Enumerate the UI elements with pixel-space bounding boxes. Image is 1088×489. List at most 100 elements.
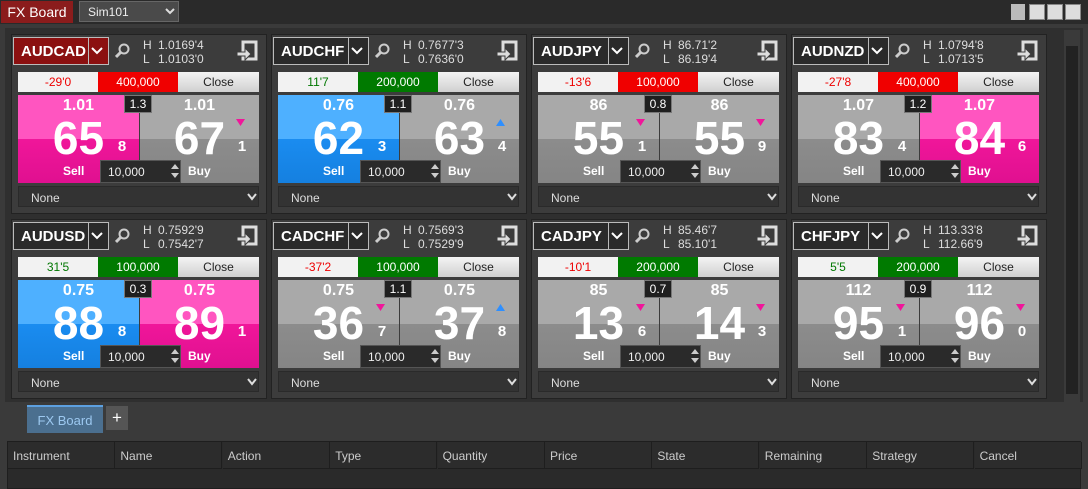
dropdown-arrow [871, 46, 883, 56]
account-select[interactable]: Sim101 [79, 1, 179, 22]
instrument-select[interactable]: AUDUSD [13, 222, 109, 250]
minimize-button[interactable] [1029, 4, 1045, 20]
close-button[interactable]: Close [958, 72, 1039, 92]
buy-pips: 96 [953, 297, 1006, 349]
quantity-box[interactable] [100, 160, 181, 183]
instrument-select[interactable]: AUDNZD [793, 37, 889, 65]
tab[interactable]: FX Board [27, 405, 103, 433]
strategy-select[interactable]: None [798, 186, 1039, 207]
column-header[interactable]: Price [545, 442, 652, 469]
low-price: 1.0713'5 [938, 52, 984, 66]
buy-big-figure: 0.75 [183, 282, 216, 299]
buy-label[interactable]: Buy [448, 349, 471, 363]
quantity-box[interactable] [620, 345, 701, 368]
column-header[interactable]: Name [115, 442, 223, 469]
strategy-select[interactable]: None [538, 186, 779, 207]
maximize-button[interactable] [1047, 4, 1063, 20]
column-header[interactable]: Quantity [437, 442, 545, 469]
sell-fraction: 7 [377, 323, 387, 340]
sell-label[interactable]: Sell [583, 164, 605, 178]
instrument-select[interactable]: AUDCAD [13, 37, 109, 65]
buy-pips: 55 [693, 112, 746, 164]
buy-label[interactable]: Buy [708, 164, 731, 178]
dropdown-arrow [1027, 378, 1037, 386]
column-header[interactable]: State [652, 442, 760, 469]
scrollbar-thumb[interactable] [1066, 46, 1078, 394]
spread: 1.1 [384, 280, 412, 298]
close-button[interactable]: Close [438, 257, 519, 277]
pnl: 31'5 [18, 257, 98, 277]
buy-pips: 67 [173, 112, 226, 164]
strategy-select[interactable]: None [798, 371, 1039, 392]
strategy-select[interactable]: None [278, 371, 519, 392]
column-header[interactable]: Type [330, 442, 438, 469]
strategy-select[interactable]: None [278, 186, 519, 207]
instrument-select[interactable]: CADCHF [273, 222, 369, 250]
strategy-select[interactable]: None [18, 371, 259, 392]
search-icon [375, 228, 391, 244]
quantity: 10,000 [888, 165, 925, 179]
high-label: H [403, 38, 412, 52]
sell-arrow [635, 302, 646, 313]
column-header[interactable]: Action [222, 442, 330, 469]
low-label: L [663, 52, 670, 66]
close-button[interactable] [1065, 4, 1081, 20]
add-tab[interactable]: + [106, 406, 128, 430]
quantity-box[interactable] [100, 345, 181, 368]
sell-label[interactable]: Sell [63, 349, 85, 363]
sell-label[interactable]: Sell [843, 349, 865, 363]
search-icon [895, 228, 911, 244]
close-button[interactable]: Close [178, 257, 259, 277]
spread: 0.7 [644, 280, 672, 298]
sell-big-figure: 1.07 [842, 97, 875, 114]
instrument-select[interactable]: AUDCHF [273, 37, 369, 65]
quantity-box[interactable] [360, 160, 441, 183]
column-header[interactable]: Strategy [867, 442, 975, 469]
quantity: 10,000 [368, 165, 405, 179]
column-header[interactable]: Remaining [759, 442, 867, 469]
pnl: 11'7 [278, 72, 358, 92]
divider [608, 223, 609, 249]
instrument-select[interactable]: AUDJPY [533, 37, 629, 65]
sell-label[interactable]: Sell [63, 164, 85, 178]
close-button[interactable]: Close [698, 257, 779, 277]
spread: 0.9 [904, 280, 932, 298]
close-button[interactable]: Close [438, 72, 519, 92]
title-bar [0, 0, 1088, 24]
divider [868, 223, 869, 249]
low-price: 1.0103'0 [158, 52, 204, 66]
sell-label[interactable]: Sell [583, 349, 605, 363]
window-icon[interactable] [1011, 4, 1025, 20]
buy-label[interactable]: Buy [188, 349, 211, 363]
buy-label[interactable]: Buy [708, 349, 731, 363]
strategy-select[interactable]: None [538, 371, 779, 392]
quantity-box[interactable] [880, 345, 961, 368]
sell-big-figure: 86 [589, 97, 608, 114]
column-header[interactable]: Instrument [8, 442, 115, 469]
buy-label[interactable]: Buy [188, 164, 211, 178]
quantity-box[interactable] [880, 160, 961, 183]
close-button[interactable]: Close [958, 257, 1039, 277]
buy-label[interactable]: Buy [968, 349, 991, 363]
quantity-box[interactable] [360, 345, 441, 368]
spinner [171, 163, 179, 179]
dropdown-arrow [165, 8, 175, 15]
column-header[interactable]: Cancel [974, 442, 1082, 469]
quantity-box[interactable] [620, 160, 701, 183]
close-button[interactable]: Close [698, 72, 779, 92]
instrument-select[interactable]: CADJPY [533, 222, 629, 250]
buy-label[interactable]: Buy [968, 164, 991, 178]
sell-label[interactable]: Sell [843, 164, 865, 178]
strategy-select[interactable]: None [18, 186, 259, 207]
sell-pips: 83 [832, 112, 885, 164]
sell-label[interactable]: Sell [323, 164, 345, 178]
buy-label[interactable]: Buy [448, 164, 471, 178]
sell-label[interactable]: Sell [323, 349, 345, 363]
instrument-select[interactable]: CHFJPY [793, 222, 889, 250]
search-icon [895, 43, 911, 59]
high-price: 86.71'2 [678, 38, 717, 52]
spread: 1.3 [124, 95, 152, 113]
divider [348, 38, 349, 64]
divider [88, 223, 89, 249]
close-button[interactable]: Close [178, 72, 259, 92]
